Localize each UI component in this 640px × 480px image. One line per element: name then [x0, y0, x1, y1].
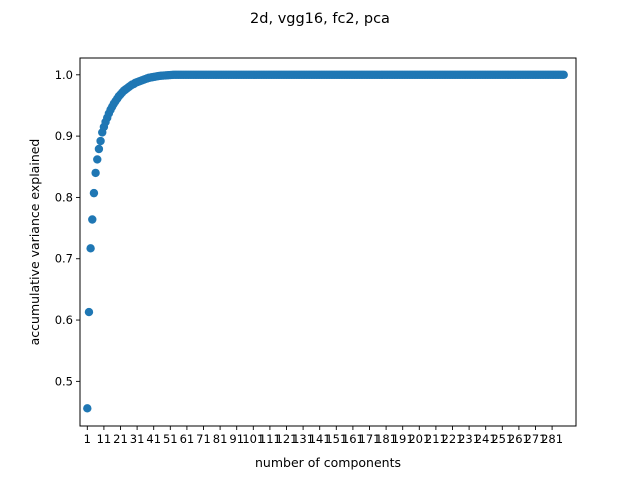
- x-tick-label: 61: [180, 432, 195, 446]
- data-point: [83, 404, 92, 413]
- x-tick-label: 131: [292, 432, 314, 446]
- x-tick-label: 101: [242, 432, 264, 446]
- x-tick-label: 241: [475, 432, 497, 446]
- x-tick-label: 11: [97, 432, 112, 446]
- y-tick-label: 1.0: [55, 68, 73, 82]
- x-tick-label: 71: [196, 432, 211, 446]
- x-axis-label: number of components: [255, 455, 401, 470]
- y-axis: 0.5 0.6 0.7 0.8 0.9 1.0: [55, 68, 80, 388]
- x-tick-label: 21: [113, 432, 128, 446]
- x-tick-label: 201: [408, 432, 430, 446]
- x-tick-label: 171: [359, 432, 381, 446]
- data-point: [94, 144, 104, 154]
- x-tick-label: 81: [213, 432, 228, 446]
- x-tick-label: 151: [325, 432, 347, 446]
- x-tick-label: 261: [508, 432, 530, 446]
- x-tick-label: 121: [276, 432, 298, 446]
- data-point: [91, 168, 100, 178]
- y-tick-label: 0.5: [55, 374, 73, 388]
- data-point: [86, 244, 95, 253]
- data-point: [88, 215, 97, 224]
- x-tick-label: 31: [130, 432, 145, 446]
- x-tick-label: 141: [309, 432, 331, 446]
- plot-area-frame: [79, 57, 577, 427]
- x-tick-label: 111: [259, 432, 281, 446]
- y-tick-label: 0.8: [55, 190, 73, 204]
- x-tick-label: 231: [458, 432, 480, 446]
- x-tick-label: 211: [425, 432, 447, 446]
- x-tick-label: 1: [84, 432, 91, 446]
- y-tick-label: 0.7: [55, 252, 73, 266]
- y-axis-label: accumulative variance explained: [27, 139, 42, 346]
- x-tick-label: 251: [491, 432, 513, 446]
- y-tick-label: 0.6: [55, 313, 73, 327]
- x-tick-label: 51: [163, 432, 178, 446]
- x-tick-label: 221: [442, 432, 464, 446]
- chart-title: 2d, vgg16, fc2, pca: [250, 11, 390, 27]
- x-tick-label: 161: [342, 432, 364, 446]
- data-point: [84, 307, 94, 317]
- data-point: [89, 188, 99, 198]
- x-tick-label: 181: [375, 432, 397, 446]
- x-axis: 1 11 21 31 41 51 61 71 81 91101111121131141151161…: [84, 426, 563, 446]
- data-point: [96, 136, 105, 146]
- data-point: [93, 155, 102, 164]
- data-point: [559, 70, 568, 80]
- x-tick-label: 281: [541, 432, 563, 446]
- x-tick-label: 91: [229, 432, 244, 446]
- data-points: [83, 70, 568, 413]
- x-tick-label: 191: [392, 432, 414, 446]
- x-tick-label: 271: [525, 432, 547, 446]
- x-tick-label: 41: [146, 432, 161, 446]
- y-tick-label: 0.9: [55, 129, 73, 143]
